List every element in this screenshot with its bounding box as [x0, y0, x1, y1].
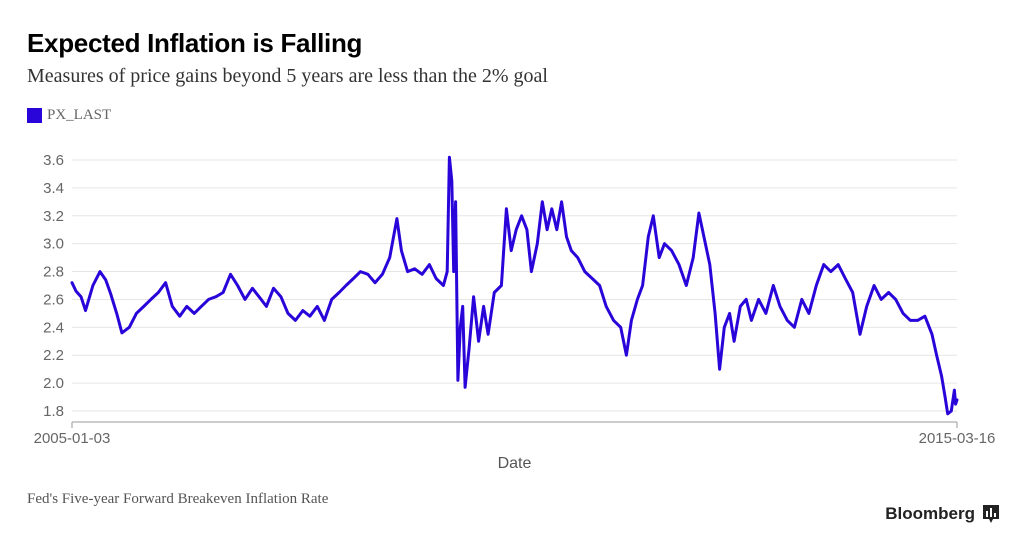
- legend-swatch: [27, 108, 42, 123]
- bloomberg-terminal-icon: [983, 505, 999, 523]
- y-tick-label: 3.6: [43, 152, 64, 169]
- y-tick-label: 2.2: [43, 347, 64, 364]
- x-tick-label: 2005-01-03: [34, 430, 111, 447]
- x-axis-label: Date: [498, 455, 532, 472]
- series-line-px-last: [70, 155, 959, 416]
- y-tick-label: 1.8: [43, 403, 64, 420]
- source-note: Fed's Five-year Forward Breakeven Inflat…: [27, 491, 329, 507]
- chart-title: Expected Inflation is Falling: [27, 28, 363, 58]
- x-tick-label: 2015-03-16: [919, 430, 996, 447]
- y-axis-tick-labels: 1.8 2.0 2.2 2.4 2.6 2.8 3.0 3.2 3.4 3.6: [43, 152, 64, 420]
- brand-name: Bloomberg: [885, 504, 975, 523]
- y-tick-label: 3.0: [43, 236, 64, 253]
- y-tick-label: 2.4: [43, 319, 64, 336]
- y-gridlines: [72, 159, 957, 412]
- y-tick-label: 2.8: [43, 264, 64, 281]
- legend: PX_LAST: [27, 107, 111, 124]
- y-tick-label: 3.4: [43, 180, 64, 197]
- brand: Bloomberg: [885, 504, 1000, 524]
- y-tick-label: 2.0: [43, 375, 64, 392]
- y-tick-label: 3.2: [43, 208, 64, 225]
- chart-subtitle: Measures of price gains beyond 5 years a…: [27, 65, 548, 87]
- x-axis-tick-labels: 2005-01-03 2015-03-16: [34, 422, 996, 447]
- legend-label: PX_LAST: [47, 107, 112, 123]
- y-tick-label: 2.6: [43, 291, 64, 308]
